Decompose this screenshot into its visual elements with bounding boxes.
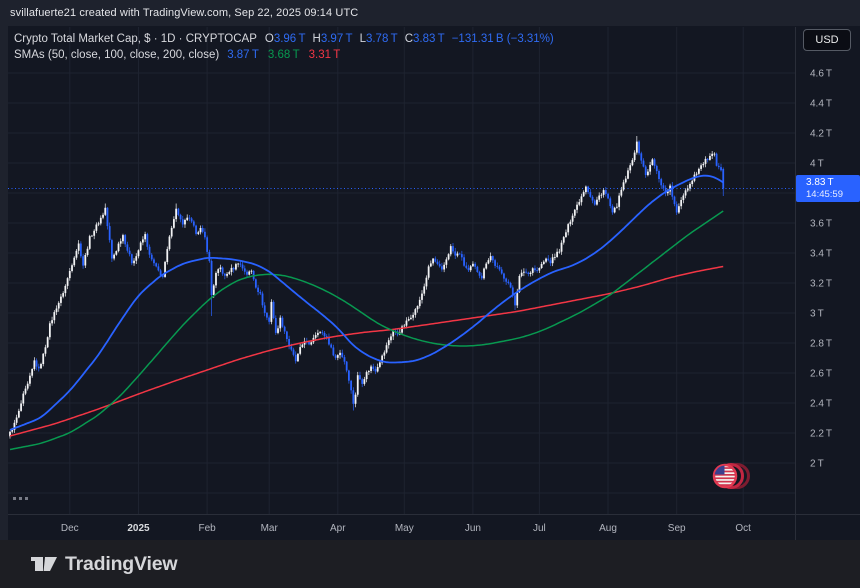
price-tick-label: 3.2 T <box>810 279 832 290</box>
close-label: C <box>404 33 413 45</box>
axis-borders <box>0 27 860 540</box>
low-value: 3.78 T <box>365 33 398 45</box>
sma50-line <box>9 174 724 431</box>
open-value: 3.96 T <box>273 33 306 45</box>
last-price-value: 3.83 T <box>806 177 834 188</box>
currency-label: USD <box>815 34 839 46</box>
chart-legend[interactable]: Crypto Total Market Cap, $ · 1D · CRYPTO… <box>14 31 554 63</box>
time-tick-label: May <box>395 523 414 534</box>
time-axis[interactable]: Dec 2025 Feb Mar Apr May Jun Jul Aug Sep Oct <box>61 523 751 534</box>
low-label: L <box>359 33 366 45</box>
time-tick-label: Apr <box>330 523 346 534</box>
price-tick-label: 2.4 T <box>810 399 832 410</box>
legend-symbol-row[interactable]: Crypto Total Market Cap, $ · 1D · CRYPTO… <box>14 31 554 47</box>
time-tick-label: Mar <box>261 523 279 534</box>
bar-countdown: 14:45:59 <box>806 189 843 200</box>
attribution-text: svillafuerte21 created with TradingView.… <box>10 7 359 19</box>
price-tick-label: 3.6 T <box>810 219 832 230</box>
price-tick-label: 3 T <box>810 309 824 320</box>
time-tick-label: Jul <box>533 523 546 534</box>
symbol-title: Crypto Total Market Cap, $ · 1D · CRYPTO… <box>14 33 257 45</box>
sma-indicator-label: SMAs (50, close, 100, close, 200, close) <box>14 49 220 61</box>
chart-grid <box>8 27 795 514</box>
price-tick-label: 2.6 T <box>810 369 832 380</box>
high-value: 3.97 T <box>320 33 353 45</box>
dot <box>19 497 22 500</box>
candlesticks <box>9 136 725 439</box>
stamp-flag-stripes <box>714 465 736 486</box>
time-tick-label: Jun <box>465 523 481 534</box>
sma50-value: 3.87 T <box>227 49 259 61</box>
price-tick-label: 3.4 T <box>810 249 832 260</box>
more-button[interactable] <box>13 497 28 500</box>
price-tick-label: 4 T <box>810 159 824 170</box>
price-tick-label: 4.4 T <box>810 99 832 110</box>
open-label: O <box>264 33 274 45</box>
time-tick-label: Aug <box>599 523 617 534</box>
sma100-value: 3.68 T <box>267 49 300 61</box>
currency-toggle-button[interactable]: USD <box>803 29 851 51</box>
us-flag-stamp <box>712 463 750 489</box>
time-tick-label: Oct <box>735 523 751 534</box>
high-label: H <box>312 33 321 45</box>
time-tick-label: Feb <box>198 523 216 534</box>
dot <box>13 497 16 500</box>
price-tick-label: 2.8 T <box>810 339 832 350</box>
price-tick-label: 2 T <box>810 459 824 470</box>
sma200-line <box>9 265 724 437</box>
time-tick-label: Dec <box>61 523 79 534</box>
attribution-bar: svillafuerte21 created with TradingView.… <box>0 0 860 26</box>
change-value: −131.31 B (−3.31%) <box>451 33 554 45</box>
time-tick-label: 2025 <box>127 523 150 534</box>
sma200-value: 3.31 T <box>308 49 341 61</box>
price-tick-label: 2.2 T <box>810 429 832 440</box>
time-tick-label: Sep <box>668 523 686 534</box>
sma-lines <box>9 174 724 451</box>
close-value: 3.83 T <box>413 33 445 45</box>
footer-bar: TradingView <box>0 540 860 588</box>
left-margin-strip <box>0 26 8 540</box>
legend-sma-row[interactable]: SMAs (50, close, 100, close, 200, close)… <box>14 47 554 63</box>
last-price-label[interactable]: 3.83 T 14:45:59 <box>796 175 860 202</box>
sma100-line <box>9 210 724 451</box>
price-tick-label: 4.2 T <box>810 129 832 140</box>
tradingview-wordmark[interactable]: TradingView <box>65 552 178 575</box>
tradingview-logo-icon[interactable] <box>30 550 58 578</box>
dot <box>25 497 28 500</box>
price-axis[interactable]: 4.6 T 4.4 T 4.2 T 4 T 3.6 T 3.4 T 3.2 T 3 T 2.8 … <box>810 69 832 470</box>
price-tick-label: 4.6 T <box>810 69 832 80</box>
